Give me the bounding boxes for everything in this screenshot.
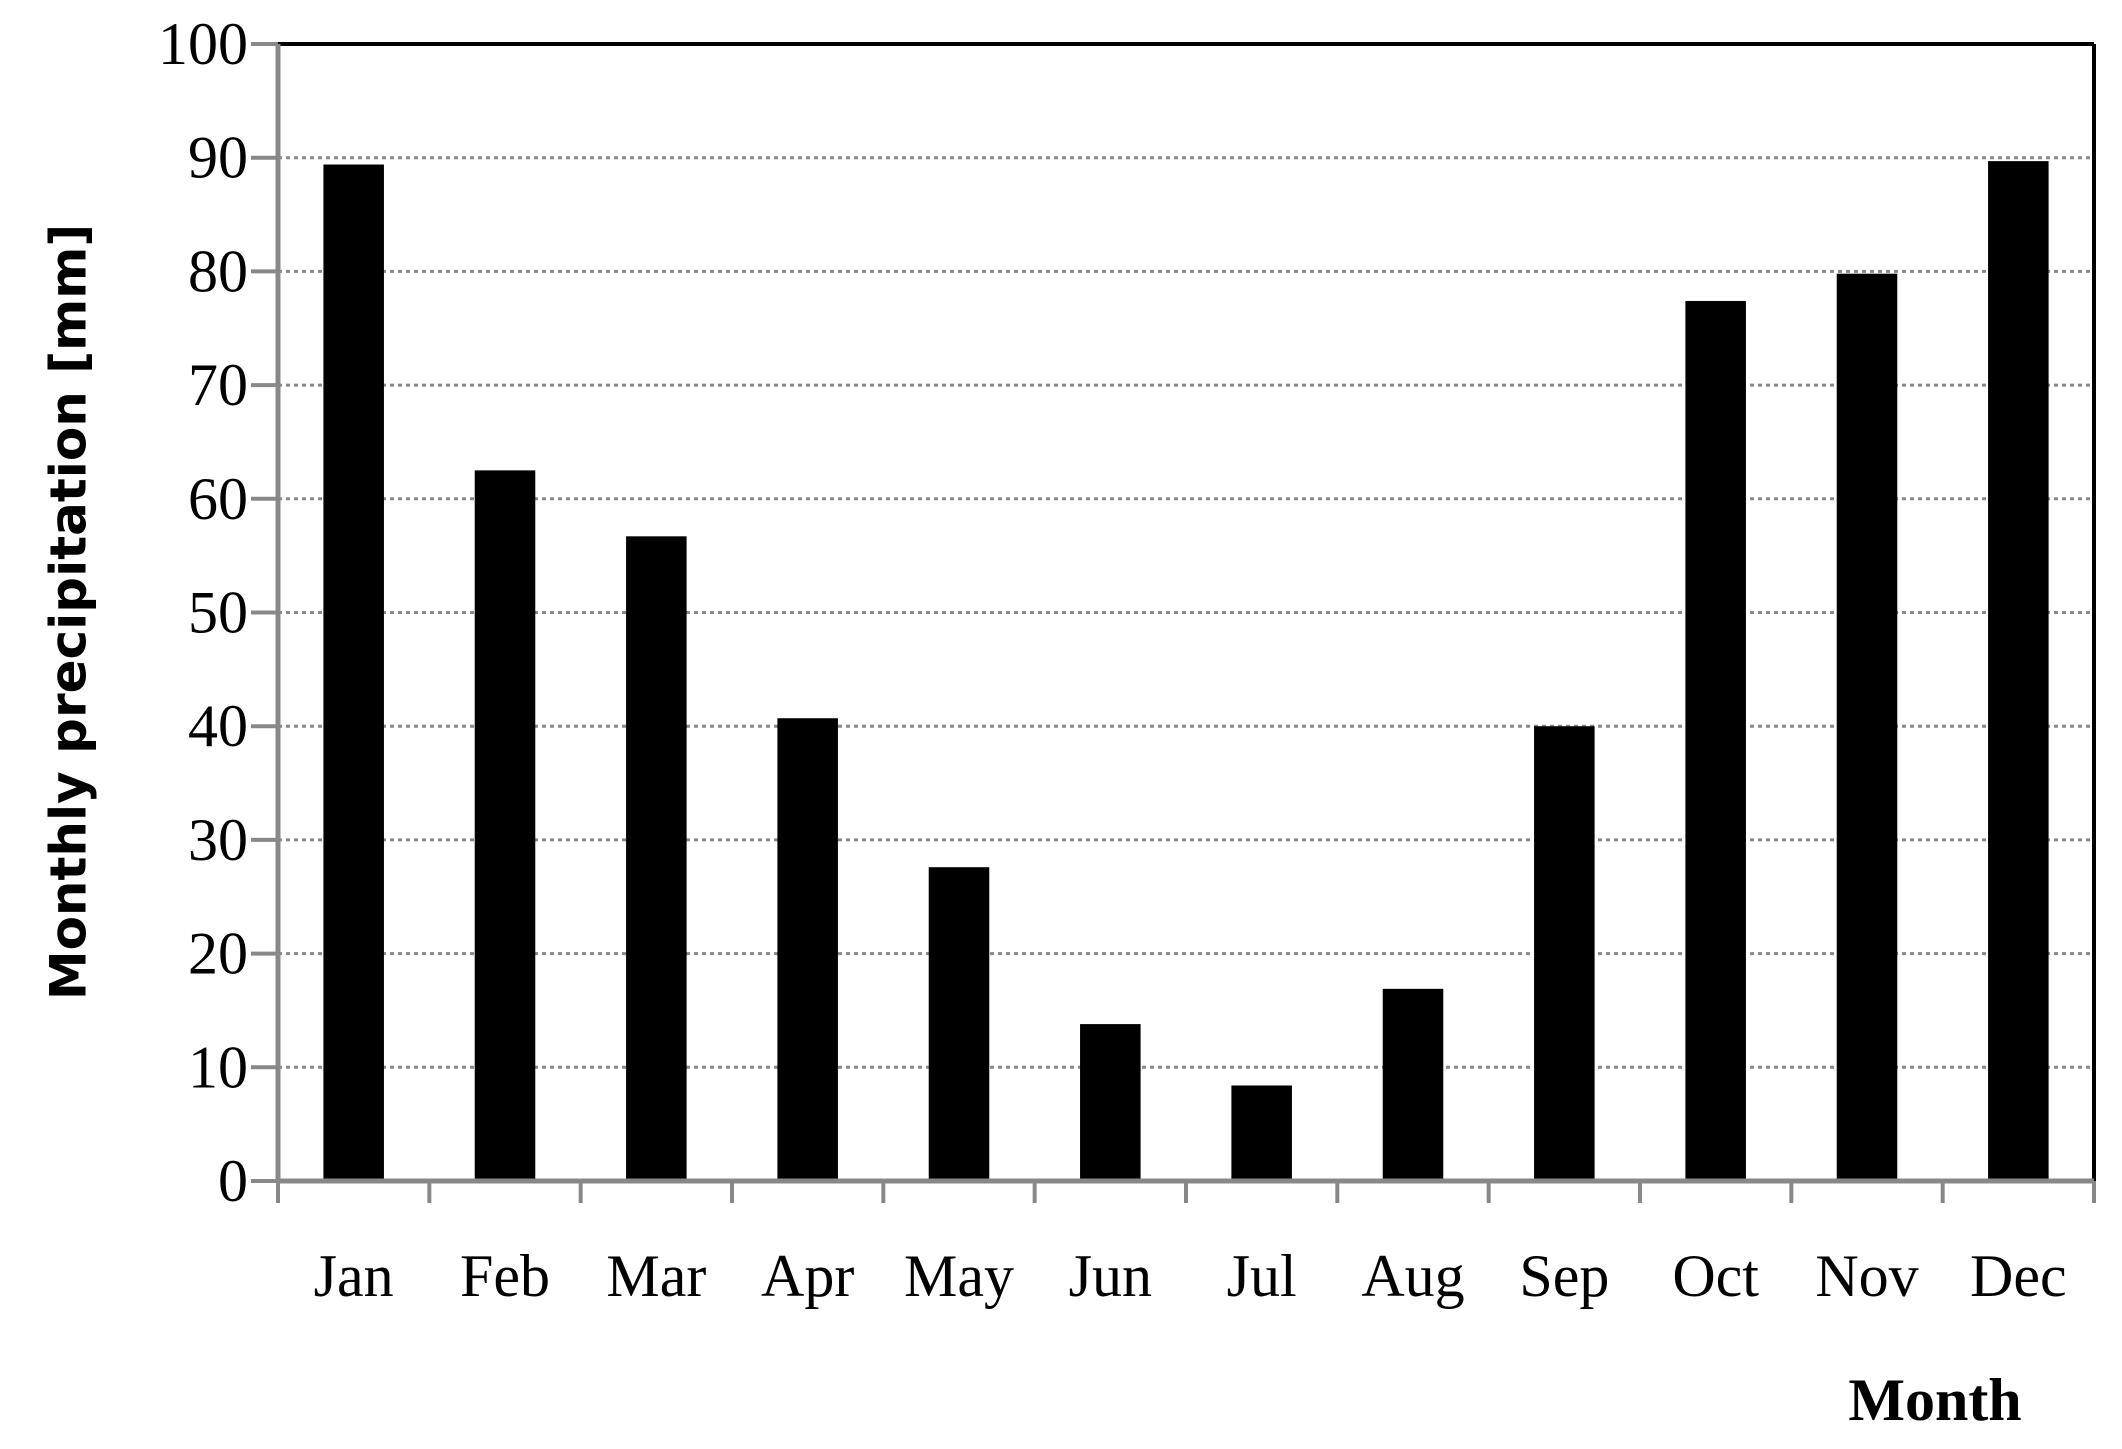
bar <box>1382 988 1444 1181</box>
y-tick-label: 10 <box>188 1034 248 1100</box>
y-tick-label: 0 <box>218 1148 248 1214</box>
y-tick-label: 100 <box>158 11 248 77</box>
bar <box>928 867 990 1181</box>
x-tick-label: Dec <box>1970 1243 2067 1309</box>
x-tick-label: Jul <box>1227 1243 1297 1309</box>
bar <box>1231 1085 1292 1181</box>
bar <box>777 718 838 1181</box>
bar <box>323 164 384 1182</box>
y-axis-label: Monthly precipitation [mm] <box>40 224 98 1000</box>
y-tick-label: 60 <box>188 466 248 532</box>
x-tick-label: Jan <box>314 1243 394 1309</box>
x-tick-label: Oct <box>1672 1243 1759 1309</box>
x-tick-label: Apr <box>761 1243 854 1309</box>
bar <box>1080 1024 1141 1181</box>
bar <box>1988 161 2049 1182</box>
y-tick-label: 50 <box>188 580 248 646</box>
y-tick-label: 70 <box>188 352 248 418</box>
x-tick-label: Jun <box>1069 1243 1152 1309</box>
y-tick-label: 20 <box>188 921 248 987</box>
x-tick-label: Aug <box>1361 1243 1464 1309</box>
x-axis-label: Month <box>1848 1367 2021 1433</box>
bar <box>1685 300 1746 1181</box>
y-tick-label: 80 <box>188 238 248 304</box>
x-tick-label: Sep <box>1519 1243 1609 1309</box>
bar <box>1534 726 1595 1181</box>
x-tick-label: Nov <box>1815 1243 1918 1309</box>
x-tick-label: Feb <box>460 1243 550 1309</box>
y-tick-label: 40 <box>188 693 248 759</box>
x-tick-label: Mar <box>606 1243 706 1309</box>
x-tick-label: May <box>904 1243 1014 1309</box>
bar <box>1836 273 1898 1181</box>
bar <box>626 536 687 1181</box>
y-tick-label: 90 <box>188 125 248 191</box>
y-tick-label: 30 <box>188 807 248 873</box>
bar <box>474 470 536 1181</box>
